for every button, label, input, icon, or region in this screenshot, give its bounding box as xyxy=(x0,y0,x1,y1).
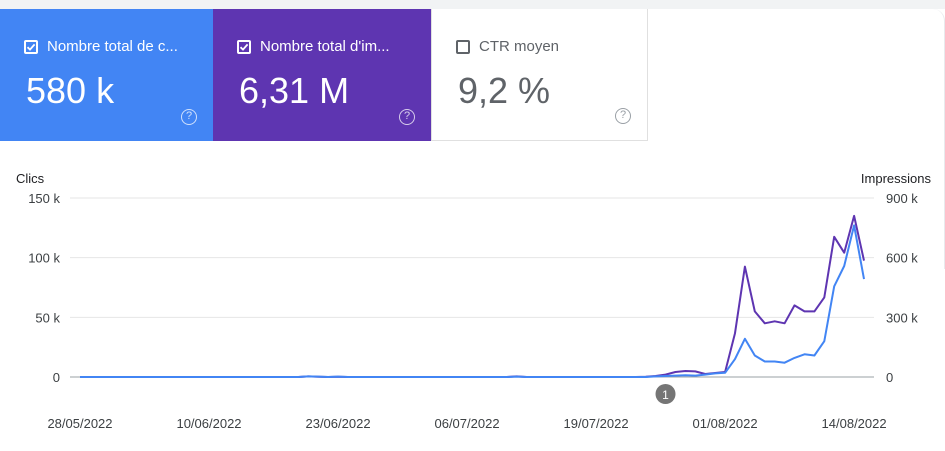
average-ctr-label: CTR moyen xyxy=(479,38,560,55)
help-icon[interactable]: ? xyxy=(615,108,631,124)
total-impressions-card-header: Nombre total d'im... xyxy=(237,38,390,55)
checkbox-unchecked-icon[interactable] xyxy=(456,39,470,54)
x-axis-tick-label: 19/07/2022 xyxy=(564,416,629,431)
impressions-series-line xyxy=(80,214,865,378)
checkbox-checked-icon[interactable] xyxy=(24,39,38,54)
annotation-marker xyxy=(655,384,676,404)
average-ctr-value: 9,2 % xyxy=(458,70,551,111)
total-impressions-card[interactable]: Nombre total d'im... 6,31 M ? xyxy=(213,9,431,141)
left-axis-tick-label: 150 k xyxy=(28,191,60,206)
right-axis-tick-label: 900 k xyxy=(886,191,918,206)
x-axis-tick-label: 23/06/2022 xyxy=(305,416,370,431)
x-axis-tick-label: 10/06/2022 xyxy=(176,416,241,431)
x-axis-tick-label: 06/07/2022 xyxy=(434,416,499,431)
left-axis-tick-label: 50 k xyxy=(35,310,60,325)
checkbox-checked-icon[interactable] xyxy=(237,39,251,54)
right-axis-tick-label: 300 k xyxy=(886,310,918,325)
right-axis-tick-label: 600 k xyxy=(886,251,918,266)
total-clicks-value: 580 k xyxy=(26,70,115,111)
total-impressions-value: 6,31 M xyxy=(239,70,350,111)
right-axis-title: Impressions xyxy=(860,171,931,186)
help-icon[interactable]: ? xyxy=(399,109,415,125)
help-icon[interactable]: ? xyxy=(181,109,197,125)
total-impressions-label: Nombre total d'im... xyxy=(260,38,390,55)
average-ctr-card[interactable]: CTR moyen 9,2 % ? xyxy=(431,9,648,141)
total-clicks-label: Nombre total de c... xyxy=(47,38,178,55)
metric-cards: Nombre total de c... 580 k ? Nombre tota… xyxy=(0,9,648,141)
x-axis-tick-label: 28/05/2022 xyxy=(47,416,112,431)
left-axis-tick-label: 100 k xyxy=(28,251,60,266)
top-background-band xyxy=(0,0,945,9)
average-ctr-card-header: CTR moyen xyxy=(456,38,559,55)
left-axis-tick-label: 0 xyxy=(53,370,60,385)
total-clicks-card-header: Nombre total de c... xyxy=(24,38,178,55)
annotation-marker-label[interactable]: 1 xyxy=(662,388,669,402)
x-axis-tick-label: 01/08/2022 xyxy=(693,416,758,431)
left-axis-title: Clics xyxy=(16,171,45,186)
right-axis-tick-label: 0 xyxy=(886,370,893,385)
x-axis-tick-label: 14/08/2022 xyxy=(822,416,887,431)
clicks-series-line xyxy=(80,224,865,378)
total-clicks-card[interactable]: Nombre total de c... 580 k ? xyxy=(0,9,213,141)
